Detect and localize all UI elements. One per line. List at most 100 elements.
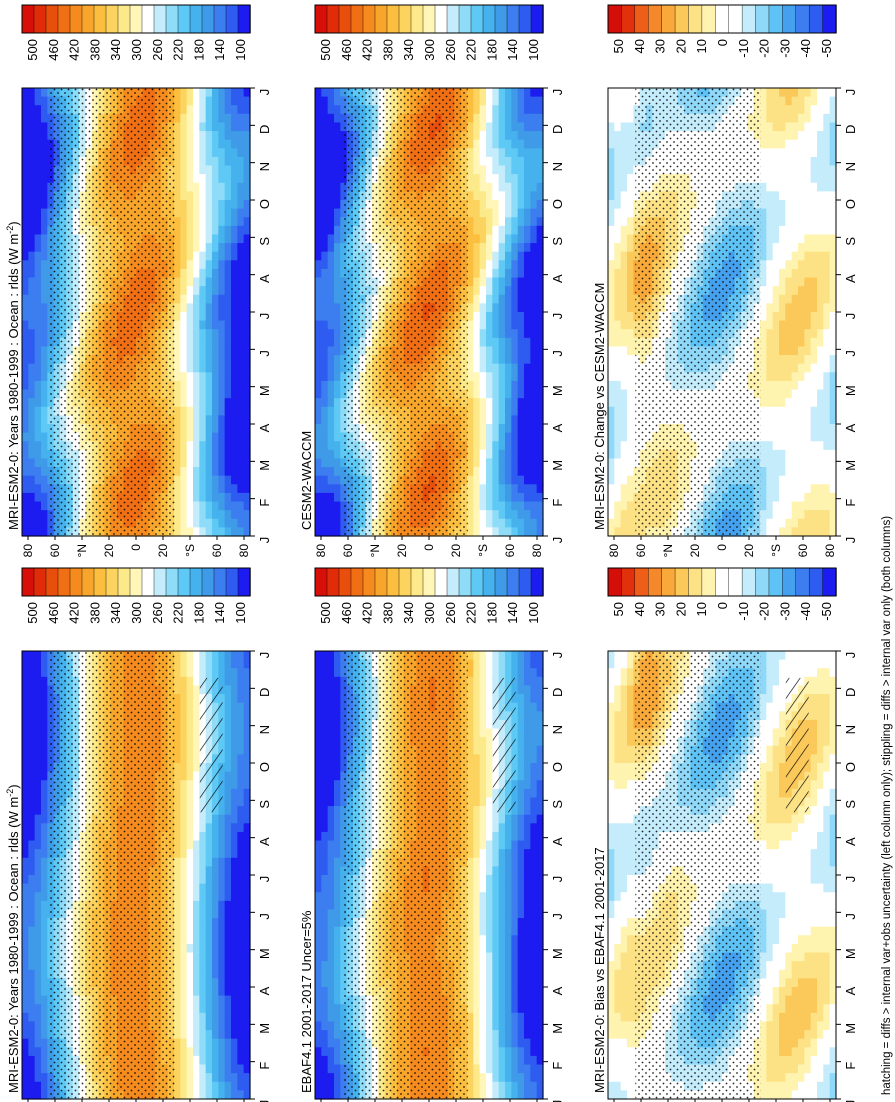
data-cell [486, 952, 493, 962]
data-cell [517, 806, 525, 816]
data-cell [829, 651, 837, 661]
data-cell [473, 1073, 481, 1083]
data-cell [479, 987, 487, 997]
data-cell [760, 711, 767, 721]
data-cell [479, 719, 487, 730]
data-cell [180, 935, 188, 945]
data-cell [804, 866, 812, 876]
data-cell [772, 728, 780, 738]
data-cell [205, 961, 213, 971]
data-cell [524, 1012, 531, 1023]
data-cell [524, 1090, 531, 1100]
data-cell [205, 1030, 213, 1040]
data-cell [237, 1004, 245, 1014]
data-cell [505, 1030, 512, 1040]
data-cell [180, 831, 188, 842]
data-cell [212, 814, 219, 824]
data-cell [315, 694, 322, 704]
data-cell [486, 763, 493, 773]
data-cell [473, 711, 481, 721]
data-cell [536, 763, 544, 773]
data-cell [791, 849, 799, 859]
data-cell [41, 892, 48, 902]
data-cell [779, 883, 786, 893]
data-cell [473, 823, 481, 833]
data-cell [772, 831, 780, 842]
data-cell [315, 702, 322, 712]
data-cell [180, 823, 188, 833]
data-cell [511, 823, 519, 833]
data-cell [766, 694, 774, 704]
data-cell [492, 883, 500, 893]
data-cell [473, 883, 481, 893]
data-cell [193, 702, 200, 712]
data-cell [224, 831, 232, 842]
data-cell [321, 952, 329, 962]
data-cell [22, 1055, 29, 1066]
data-cell [205, 1073, 213, 1083]
data-cell [22, 831, 29, 842]
data-cell [212, 823, 219, 833]
data-cell [22, 771, 29, 781]
data-cell [180, 978, 188, 988]
data-cell [237, 694, 245, 704]
data-cell [473, 840, 481, 850]
data-cell [517, 763, 525, 773]
data-cell [224, 659, 232, 669]
data-cell [620, 814, 628, 824]
data-cell [511, 969, 519, 979]
data-cell [205, 978, 213, 988]
data-cell [199, 823, 207, 833]
data-cell [627, 676, 634, 687]
data-cell [486, 1047, 493, 1057]
data-cell [467, 814, 474, 824]
data-cell [315, 875, 322, 885]
data-cell [193, 943, 200, 954]
data-cell [41, 668, 48, 678]
data-cell [231, 952, 238, 962]
data-cell [486, 788, 493, 799]
data-cell [760, 892, 767, 902]
data-cell [237, 1047, 245, 1057]
data-cell [41, 1047, 48, 1057]
data-cell [315, 737, 322, 747]
data-cell [315, 1038, 322, 1048]
data-cell [193, 1004, 200, 1014]
data-cell [486, 797, 493, 807]
data-cell [479, 823, 487, 833]
data-cell [608, 892, 615, 902]
data-cell [212, 935, 219, 945]
data-cell [199, 1038, 207, 1048]
data-cell [243, 719, 251, 730]
data-cell [517, 995, 525, 1005]
data-cell [467, 961, 474, 971]
data-cell [327, 737, 335, 747]
data-cell [243, 1004, 251, 1014]
data-cell [334, 702, 341, 712]
data-cell [334, 719, 341, 730]
data-cell [524, 978, 531, 988]
data-cell [334, 1055, 341, 1066]
data-cell [479, 978, 487, 988]
data-cell [218, 918, 226, 928]
data-cell [517, 952, 525, 962]
data-cell [321, 702, 329, 712]
data-cell [327, 1047, 335, 1057]
data-cell [237, 806, 245, 816]
data-cell [22, 763, 29, 773]
data-cell [199, 1081, 207, 1091]
data-cell [791, 857, 799, 867]
data-cell [791, 883, 799, 893]
data-cell [334, 840, 341, 850]
data-cell [22, 987, 29, 997]
data-cell [829, 745, 837, 755]
data-cell [28, 651, 36, 661]
data-cell [772, 702, 780, 712]
data-cell [823, 883, 831, 893]
data-cell [28, 737, 36, 747]
data-cell [766, 788, 774, 799]
data-cell [212, 659, 219, 669]
data-cell [218, 1012, 226, 1023]
data-cell [334, 668, 341, 678]
data-cell [829, 909, 837, 919]
